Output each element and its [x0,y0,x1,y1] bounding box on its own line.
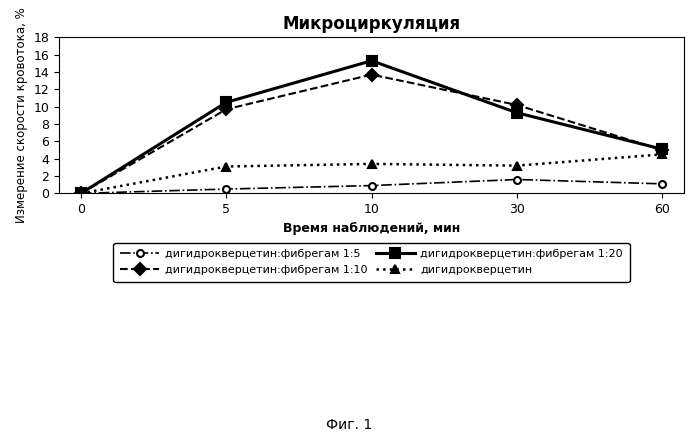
дигидрокверцетин [368,162,376,167]
дигидрокверцетин:фибрегам 1:5 [368,183,376,188]
дигидрокверцетин:фибрегам 1:5 [658,181,666,187]
Line: дигидрокверцетин: дигидрокверцетин [77,150,666,197]
дигидрокверцетин [658,152,666,157]
дигидрокверцетин:фибрегам 1:10 [368,72,376,77]
Line: дигидрокверцетин:фибрегам 1:20: дигидрокверцетин:фибрегам 1:20 [76,56,667,198]
дигидрокверцетин:фибрегам 1:10 [658,147,666,152]
дигидрокверцетин:фибрегам 1:20 [658,146,666,152]
Text: Фиг. 1: Фиг. 1 [326,418,373,432]
Line: дигидрокверцетин:фибрегам 1:5: дигидрокверцетин:фибрегам 1:5 [78,176,665,197]
Legend: дигидрокверцетин:фибрегам 1:5, дигидрокверцетин:фибрегам 1:10, дигидрокверцетин:: дигидрокверцетин:фибрегам 1:5, дигидрокв… [113,242,630,282]
дигидрокверцетин:фибрегам 1:10 [222,107,231,112]
X-axis label: Время наблюдений, мин: Время наблюдений, мин [283,222,460,235]
Title: Микроциркуляция: Микроциркуляция [282,15,461,33]
дигидрокверцетин [77,191,85,196]
Y-axis label: Измерение скорости кровотока, %: Измерение скорости кровотока, % [15,7,28,223]
дигидрокверцетин:фибрегам 1:20 [512,110,521,115]
дигидрокверцетин:фибрегам 1:20 [222,100,231,105]
Line: дигидрокверцетин:фибрегам 1:10: дигидрокверцетин:фибрегам 1:10 [77,71,666,197]
дигидрокверцетин:фибрегам 1:10 [77,191,85,196]
дигидрокверцетин:фибрегам 1:5 [512,177,521,182]
дигидрокверцетин:фибрегам 1:10 [512,102,521,107]
дигидрокверцетин:фибрегам 1:5 [222,187,231,192]
дигидрокверцетин:фибрегам 1:5 [77,191,85,196]
дигидрокверцетин [512,163,521,168]
дигидрокверцетин [222,164,231,169]
дигидрокверцетин:фибрегам 1:20 [77,191,85,196]
дигидрокверцетин:фибрегам 1:20 [368,58,376,63]
